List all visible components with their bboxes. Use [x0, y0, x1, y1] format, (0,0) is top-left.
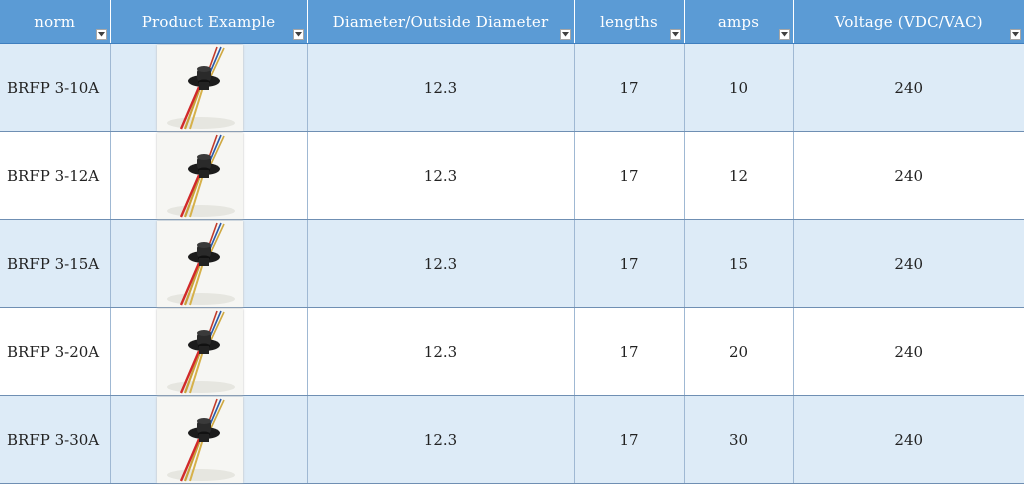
- column-header-product-example: Product Example: [110, 0, 308, 44]
- column-header-label: amps: [717, 13, 760, 31]
- cell-norm[interactable]: BRFP 3-12A: [0, 131, 111, 220]
- cell-product-example[interactable]: [110, 395, 308, 484]
- slip-ring-product-icon: [156, 44, 243, 131]
- slip-ring-product-icon: [156, 132, 243, 219]
- cell-product-example[interactable]: [110, 307, 308, 396]
- table-row: BRFP 3-12A: [0, 131, 1024, 220]
- cell-diameter[interactable]: 12.3: [307, 219, 575, 308]
- table-row: BRFP 3-30A: [0, 395, 1024, 484]
- cell-voltage[interactable]: 240: [793, 307, 1024, 396]
- header-row: norm Product Example Diameter/Outside Di…: [0, 0, 1024, 44]
- filter-dropdown-icon[interactable]: [669, 29, 681, 40]
- column-header-label: lengths: [600, 13, 658, 31]
- column-header-norm: norm: [0, 0, 111, 44]
- filter-dropdown-icon[interactable]: [778, 29, 790, 40]
- filter-dropdown-icon[interactable]: [292, 29, 304, 40]
- cell-length[interactable]: 17: [574, 43, 685, 132]
- table-row: BRFP 3-10A: [0, 43, 1024, 132]
- filter-dropdown-icon[interactable]: [559, 29, 571, 40]
- cell-length[interactable]: 17: [574, 219, 685, 308]
- cell-length[interactable]: 17: [574, 395, 685, 484]
- column-header-amps: amps: [684, 0, 794, 44]
- cell-amps[interactable]: 10: [684, 43, 794, 132]
- cell-diameter[interactable]: 12.3: [307, 43, 575, 132]
- column-header-label: Voltage (VDC/VAC): [834, 13, 983, 31]
- cell-diameter[interactable]: 12.3: [307, 395, 575, 484]
- cell-norm[interactable]: BRFP 3-10A: [0, 43, 111, 132]
- cell-diameter[interactable]: 12.3: [307, 131, 575, 220]
- cell-diameter[interactable]: 12.3: [307, 307, 575, 396]
- column-header-diameter: Diameter/Outside Diameter: [307, 0, 575, 44]
- filter-dropdown-icon[interactable]: [95, 29, 107, 40]
- column-header-voltage: Voltage (VDC/VAC): [793, 0, 1024, 44]
- column-header-lengths: lengths: [574, 0, 685, 44]
- cell-product-example[interactable]: [110, 43, 308, 132]
- cell-voltage[interactable]: 240: [793, 395, 1024, 484]
- filter-dropdown-icon[interactable]: [1010, 29, 1021, 40]
- cell-norm[interactable]: BRFP 3-20A: [0, 307, 111, 396]
- slip-ring-product-icon: [156, 396, 243, 483]
- slip-ring-product-icon: [156, 308, 243, 395]
- column-header-label: Product Example: [141, 13, 276, 31]
- table-row: BRFP 3-15A: [0, 219, 1024, 308]
- slip-ring-product-icon: [156, 220, 243, 307]
- cell-voltage[interactable]: 240: [793, 131, 1024, 220]
- cell-product-example[interactable]: [110, 131, 308, 220]
- cell-amps[interactable]: 20: [684, 307, 794, 396]
- column-header-label: Diameter/Outside Diameter: [332, 13, 549, 31]
- cell-length[interactable]: 17: [574, 131, 685, 220]
- cell-voltage[interactable]: 240: [793, 219, 1024, 308]
- table-row: BRFP 3-20A: [0, 307, 1024, 396]
- column-header-label: norm: [34, 13, 76, 31]
- cell-norm[interactable]: BRFP 3-30A: [0, 395, 111, 484]
- cell-norm[interactable]: BRFP 3-15A: [0, 219, 111, 308]
- cell-voltage[interactable]: 240: [793, 43, 1024, 132]
- cell-amps[interactable]: 15: [684, 219, 794, 308]
- cell-product-example[interactable]: [110, 219, 308, 308]
- cell-amps[interactable]: 12: [684, 131, 794, 220]
- cell-amps[interactable]: 30: [684, 395, 794, 484]
- cell-length[interactable]: 17: [574, 307, 685, 396]
